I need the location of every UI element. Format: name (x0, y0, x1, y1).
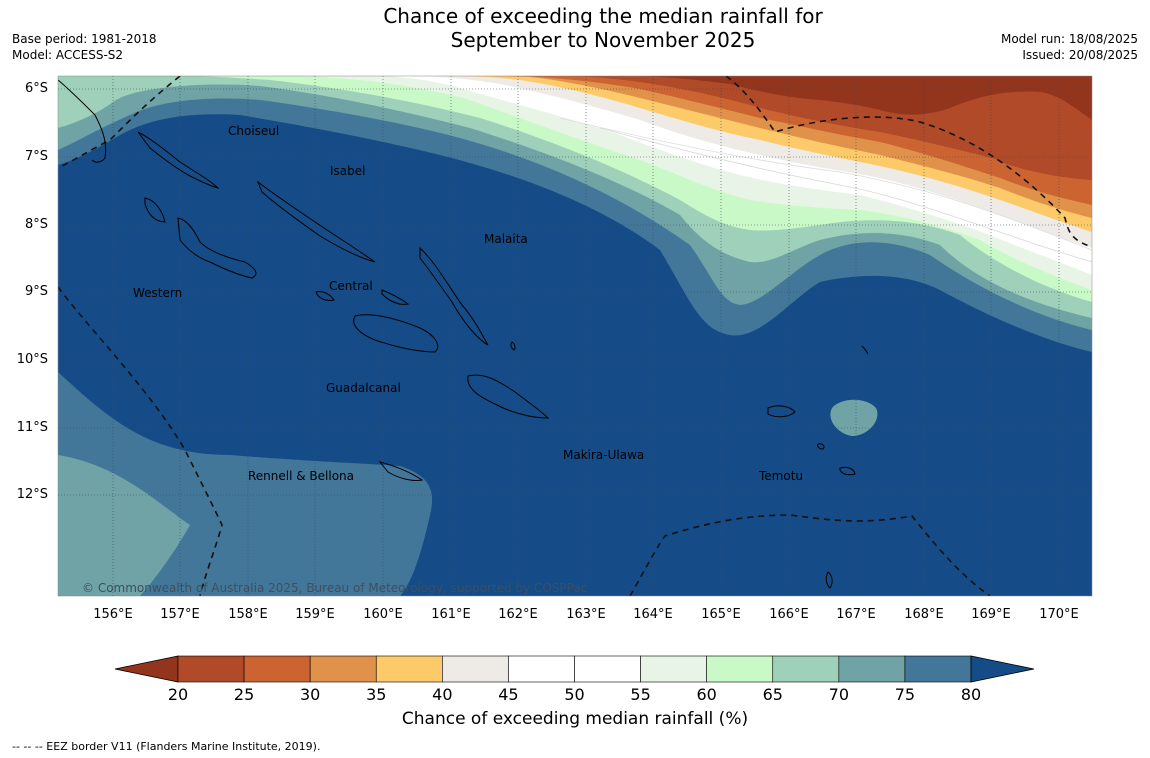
map-title: Chance of exceeding the median rainfall … (290, 4, 916, 52)
lon-label-159e: 159°E (295, 607, 335, 622)
lon-label-167e: 167°E (836, 607, 876, 622)
colorbar-tick-label: 75 (894, 685, 916, 704)
label-central: Central (329, 279, 373, 293)
contour-line-2 (559, 117, 1092, 251)
colorbar-tick-label: 40 (432, 685, 453, 704)
lon-label-162e: 162°E (498, 607, 538, 622)
colorbar-segment (772, 655, 840, 683)
label-temotu: Temotu (758, 469, 803, 483)
colorbar-over-arrow (970, 655, 1035, 683)
colorbar-segment (904, 655, 972, 683)
copyright-notice: © Commonwealth of Australia 2025, Bureau… (82, 581, 587, 595)
graticule (58, 76, 1092, 596)
label-guadalcanal: Guadalcanal (326, 381, 401, 395)
lat-label-12s: 12°S (16, 487, 48, 502)
map-frame (57, 75, 1093, 597)
colorbar-tick-label: 45 (498, 685, 519, 704)
lat-label-11s: 11°S (16, 420, 48, 435)
contour-field (58, 76, 1092, 596)
colorbar-tick-label: 65 (762, 685, 783, 704)
label-malaita: Malaita (484, 232, 528, 246)
label-makira-ulawa: Makira-Ulawa (563, 448, 644, 462)
lat-label-6s: 6°S (24, 81, 48, 96)
colorbar-segment (177, 655, 245, 683)
contour-band-20 (640, 76, 1092, 120)
lat-label-10s: 10°S (16, 352, 48, 367)
colorbar-tick-label: 80 (960, 685, 982, 704)
colorbar-segment (243, 655, 311, 683)
label-isabel: Isabel (330, 164, 365, 178)
title-line-1: Chance of exceeding the median rainfall … (383, 4, 823, 28)
lon-label-163e: 163°E (566, 607, 606, 622)
lon-label-165e: 165°E (701, 607, 741, 622)
colorbar-segment (838, 655, 906, 683)
lon-label-156e: 156°E (93, 607, 133, 622)
colorbar-segment (442, 655, 509, 683)
label-rennell-bellona: Rennell & Bellona (248, 469, 354, 483)
lon-label-157e: 157°E (160, 607, 200, 622)
colorbar-under-arrow (114, 655, 179, 683)
lon-label-168e: 168°E (904, 607, 944, 622)
colorbar-tick-label: 30 (299, 685, 321, 704)
issued-date: Issued: 20/08/2025 (1022, 48, 1138, 62)
colorbar-tick-label: 50 (564, 685, 585, 704)
eez-footnote: -- -- -- EEZ border V11 (Flanders Marine… (12, 740, 321, 753)
colorbar-segment (706, 655, 774, 683)
colorbar-segment (574, 655, 641, 683)
contour-band-25-east (950, 91, 1092, 180)
model-info: Base period: 1981-2018 Model: ACCESS-S2 (12, 31, 157, 63)
contour-line-1 (599, 127, 1092, 263)
colorbar-tick-label: 25 (233, 685, 255, 704)
colorbar-tick-label: 60 (696, 685, 717, 704)
title-line-2: September to November 2025 (450, 28, 756, 52)
lon-label-166e: 166°E (769, 607, 809, 622)
model-run-date: Model run: 18/08/2025 (1000, 32, 1138, 46)
lon-label-169e: 169°E (971, 607, 1011, 622)
coastlines (58, 79, 869, 589)
contour-temotu-patch (830, 399, 878, 436)
lon-label-158e: 158°E (228, 607, 268, 622)
lat-label-7s: 7°S (24, 149, 48, 164)
lon-label-164e: 164°E (633, 607, 673, 622)
colorbar-tick-label: 70 (828, 685, 849, 704)
lon-label-160e: 160°E (363, 607, 403, 622)
colorbar-segment (640, 655, 707, 683)
colorbar-title: Chance of exceeding median rainfall (%) (401, 709, 749, 729)
colorbar-tick-label: 20 (167, 685, 189, 704)
lat-label-8s: 8°S (24, 217, 48, 232)
label-choiseul: Choiseul (228, 124, 279, 138)
colorbar-tick-label: 55 (630, 685, 651, 704)
base-period: Base period: 1981-2018 (12, 32, 157, 46)
colorbar-segment (375, 655, 443, 683)
province-labels: Choiseul Isabel Malaita Western Central … (133, 124, 803, 483)
colorbar-segment (309, 655, 377, 683)
label-western: Western (133, 286, 182, 300)
colorbar (114, 655, 1035, 683)
lon-label-170e: 170°E (1039, 607, 1079, 622)
eez-borders (58, 76, 1092, 596)
lon-label-161e: 161°E (431, 607, 471, 622)
lat-label-9s: 9°S (24, 284, 48, 299)
model-name: Model: ACCESS-S2 (12, 48, 124, 62)
colorbar-tick-label: 35 (366, 685, 387, 704)
run-info: Model run: 18/08/2025 Issued: 20/08/2025 (1001, 31, 1138, 63)
colorbar-segment (508, 655, 575, 683)
contour-sw-70 (58, 455, 190, 596)
